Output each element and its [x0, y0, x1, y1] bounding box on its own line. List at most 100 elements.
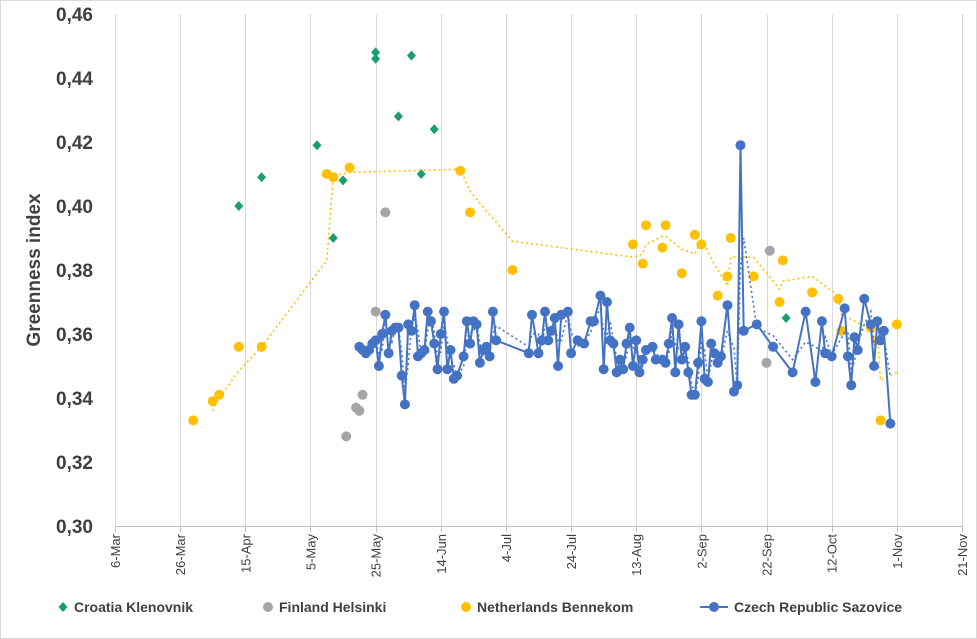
data-point	[491, 335, 502, 346]
x-tick-label: 6-Mar	[108, 533, 123, 568]
data-point	[852, 345, 863, 355]
data-point	[663, 338, 674, 349]
data-point	[689, 229, 700, 240]
x-tick-label: 24-Jul	[564, 534, 579, 570]
plot-series	[188, 47, 902, 442]
data-point	[849, 332, 860, 343]
series-netherlands-bennekom	[188, 162, 902, 426]
data-point	[487, 306, 498, 317]
y-tick-label: 0,32	[56, 453, 93, 474]
data-point	[188, 415, 199, 426]
data-point	[774, 297, 785, 307]
data-point	[660, 220, 671, 231]
x-tick-label: 14-Jun	[434, 534, 449, 574]
data-point	[768, 341, 779, 352]
data-point	[371, 47, 381, 58]
series-czech-republic-sazovice	[354, 140, 896, 429]
data-point	[846, 380, 857, 391]
x-tick-label: 15-Apr	[238, 533, 253, 573]
data-point	[234, 201, 244, 211]
data-point	[732, 380, 743, 391]
y-tick-label: 0,38	[56, 261, 93, 282]
legend-item-netherlands-bennekom: Netherlands Bennekom	[461, 599, 633, 615]
data-point	[257, 172, 267, 183]
data-point	[696, 239, 707, 250]
data-point	[618, 364, 629, 375]
data-point	[429, 124, 439, 135]
data-point	[872, 316, 883, 327]
data-point	[419, 345, 430, 355]
data-point	[393, 322, 404, 333]
data-point	[406, 50, 416, 61]
data-point	[341, 431, 352, 442]
data-point	[233, 341, 244, 352]
data-point	[214, 389, 225, 400]
data-point	[207, 396, 218, 407]
legend-item-finland-helsinki: Finland Helsinki	[263, 599, 386, 615]
data-point	[614, 354, 625, 365]
data-point	[839, 303, 850, 314]
data-point	[627, 361, 638, 371]
data-point	[396, 370, 407, 381]
data-point	[621, 338, 632, 349]
data-point	[393, 111, 403, 122]
data-point	[546, 325, 557, 336]
data-point	[878, 325, 889, 336]
data-point	[748, 271, 759, 282]
data-point	[800, 306, 811, 317]
data-point	[787, 367, 798, 378]
y-tick-label: 0,36	[56, 325, 93, 346]
data-point	[380, 207, 391, 218]
data-point	[471, 319, 482, 330]
data-point	[807, 287, 818, 298]
x-tick-label: 12-Oct	[825, 534, 840, 573]
data-point	[595, 290, 606, 301]
data-point	[601, 297, 612, 307]
data-point	[328, 233, 338, 243]
x-tick-label: 25-May	[369, 534, 384, 578]
data-point	[377, 329, 388, 339]
data-point	[722, 300, 733, 311]
data-point	[859, 293, 870, 304]
legend-marker	[263, 602, 273, 612]
data-point	[725, 233, 736, 243]
x-tick-label: 21-Nov	[955, 534, 970, 576]
data-point	[452, 370, 463, 381]
data-point	[722, 271, 733, 282]
data-point	[676, 354, 687, 365]
data-point	[689, 389, 700, 400]
x-tick-label: 4-Jul	[499, 534, 514, 562]
x-tick-label: 5-May	[303, 534, 318, 571]
legend-label: Finland Helsinki	[279, 599, 386, 615]
data-point	[338, 175, 348, 186]
data-point	[328, 172, 339, 183]
data-point	[885, 418, 896, 429]
data-point	[458, 351, 469, 362]
data-point	[553, 361, 564, 371]
data-point	[833, 293, 844, 304]
data-point	[696, 316, 707, 327]
data-point	[344, 162, 355, 173]
data-point	[484, 351, 495, 362]
data-point	[598, 364, 609, 375]
x-tick-label: 13-Aug	[629, 534, 644, 576]
series-croatia-klenovnik	[234, 47, 791, 323]
data-point	[357, 389, 368, 400]
data-point	[631, 335, 642, 346]
legend-marker	[58, 602, 68, 612]
x-tick-label: 2-Sep	[694, 534, 709, 569]
data-point	[429, 338, 440, 349]
data-point	[826, 351, 837, 362]
data-point	[667, 313, 678, 323]
data-point	[540, 306, 551, 317]
data-point	[370, 306, 381, 317]
data-point	[637, 354, 648, 365]
data-point	[624, 322, 635, 333]
data-point	[608, 338, 619, 349]
data-point	[781, 313, 791, 323]
data-point	[442, 364, 453, 375]
legend-item-croatia-klenovnik: Croatia Klenovnik	[58, 599, 193, 615]
data-point	[693, 357, 704, 368]
data-point	[425, 316, 436, 327]
